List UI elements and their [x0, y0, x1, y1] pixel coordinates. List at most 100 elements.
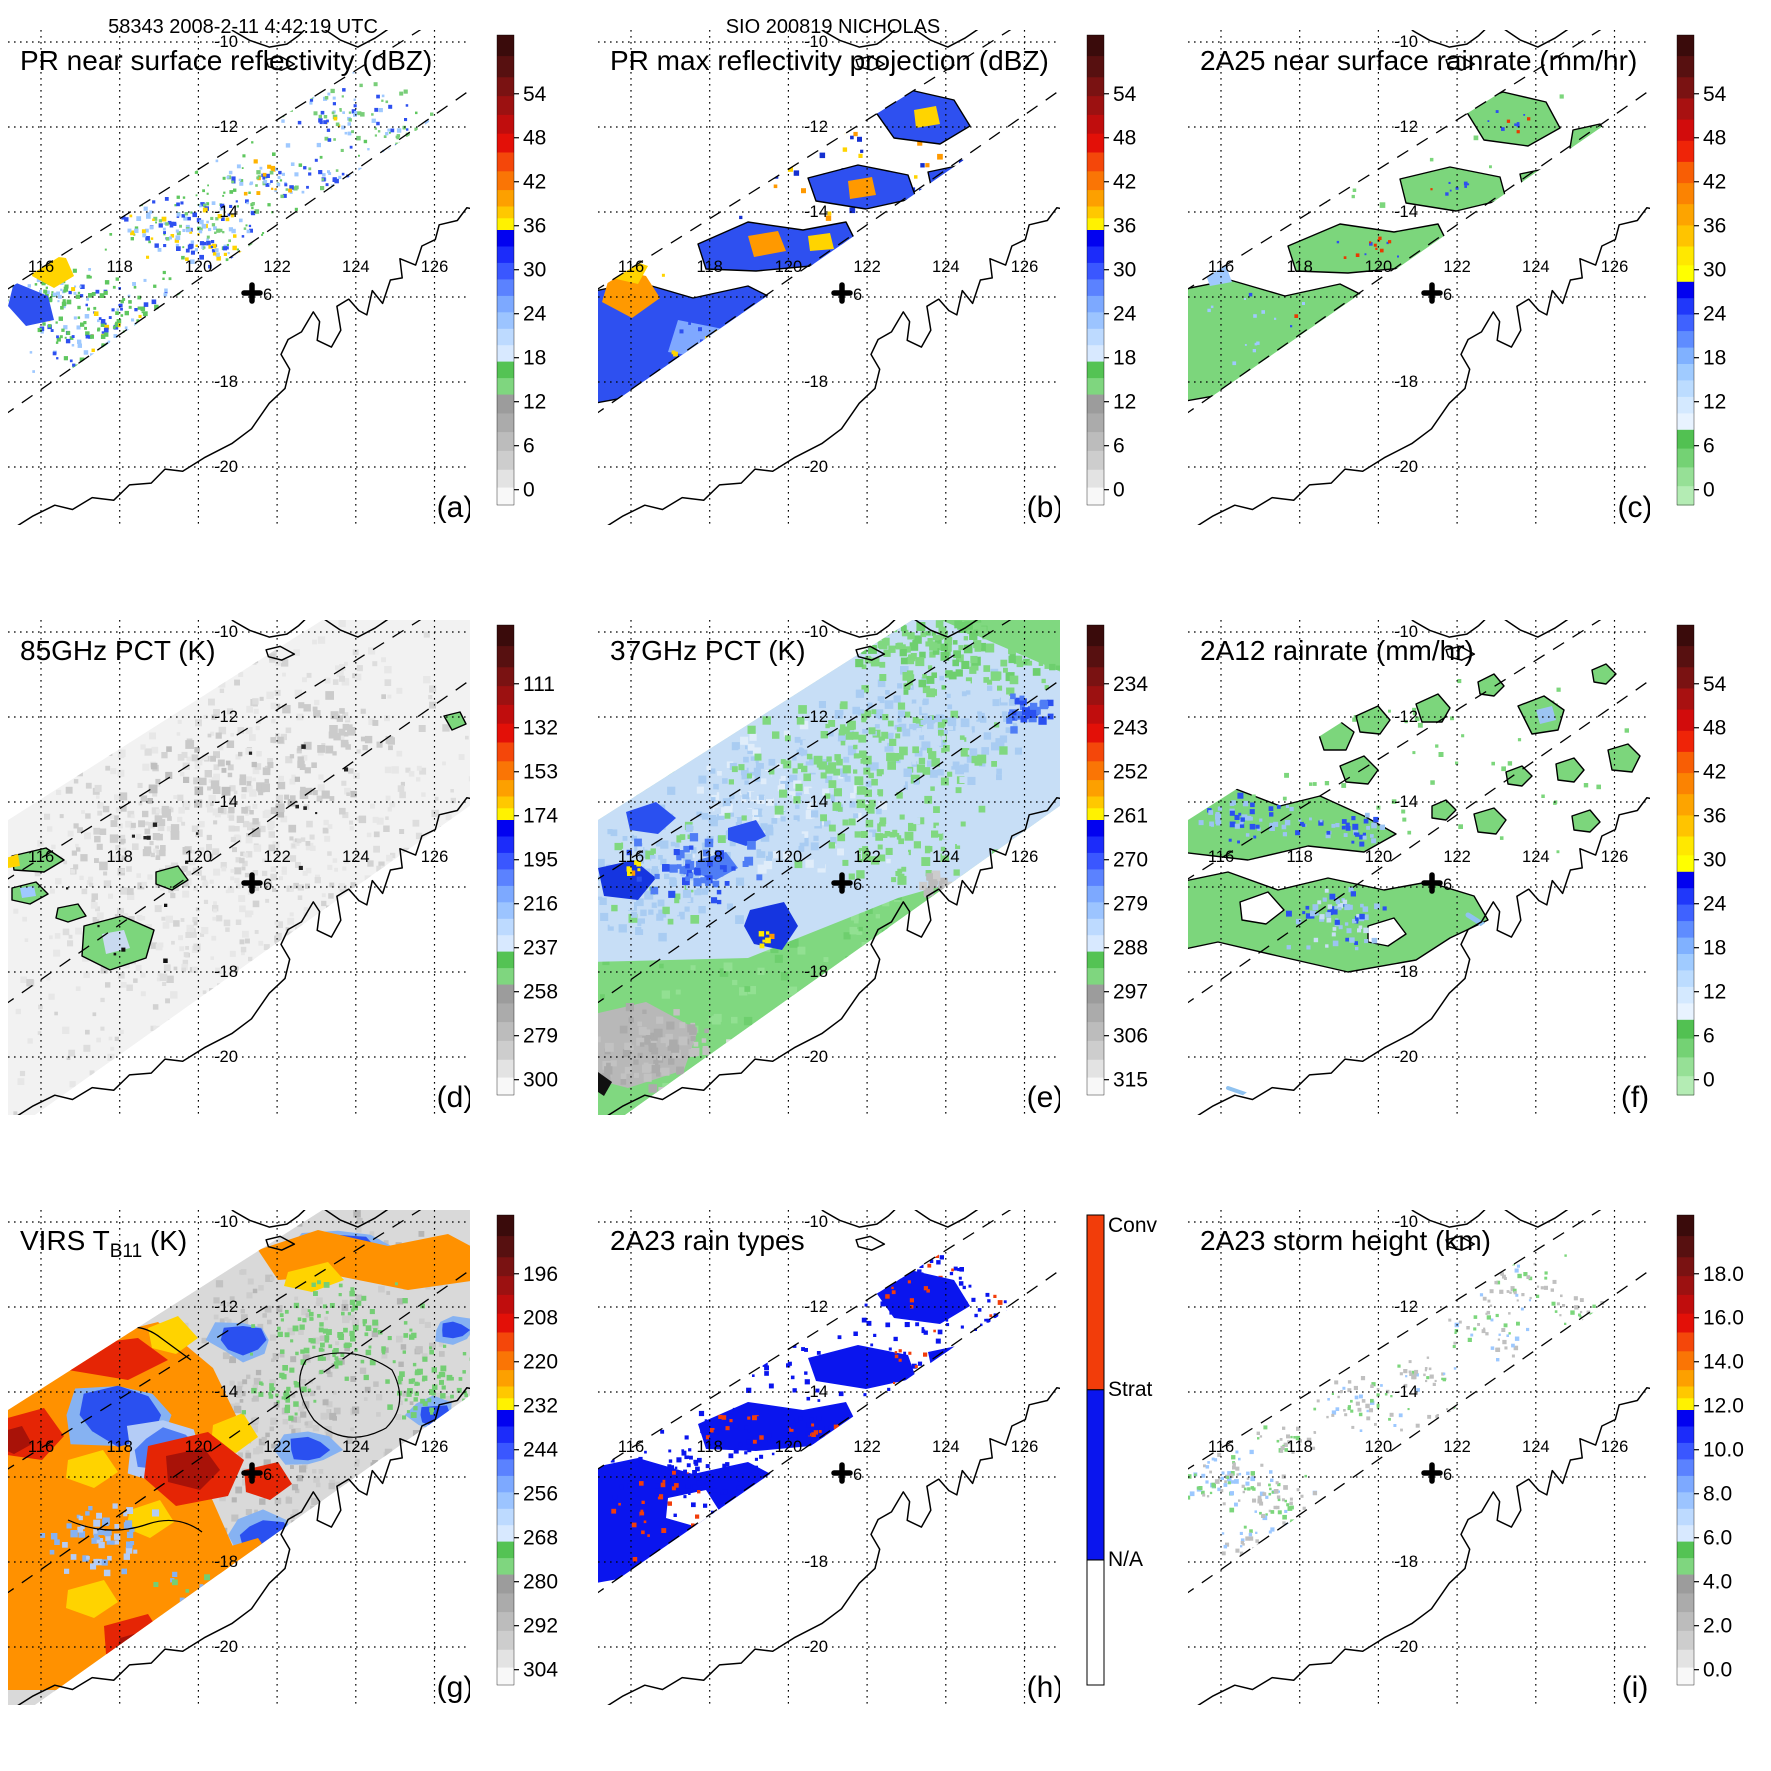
graticule-grid	[1188, 620, 1650, 1115]
colorbar-tick-label: 24	[1113, 303, 1137, 326]
coastline	[1197, 620, 1650, 1115]
coastline	[607, 1210, 1060, 1705]
latitude-label: -20	[214, 1638, 238, 1656]
storm-center-label: 6	[1443, 286, 1452, 304]
colorbar-tick-label: 36	[1113, 215, 1136, 238]
colorbar-tick-label: 36	[1703, 805, 1726, 828]
data-swath	[598, 620, 1060, 1115]
longitude-label: 116	[618, 258, 644, 276]
colorbar-tick-label: 18.0	[1703, 1263, 1744, 1286]
latitude-label: -12	[1394, 118, 1418, 136]
latitude-label: -12	[214, 1298, 238, 1316]
latitude-label: -20	[1394, 1638, 1418, 1656]
longitude-label: 120	[775, 848, 803, 866]
colorbar-tick-label: 232	[523, 1395, 558, 1418]
latitude-label: -12	[1394, 708, 1418, 726]
panel-a: 116 118 120 122 124 126 -10 -12 -14 -18 -20 6 PR nea…	[0, 0, 590, 591]
colorbar-tick-label: 24	[523, 303, 547, 326]
longitude-label: 122	[1443, 1438, 1471, 1456]
colorbar-tick-label: 297	[1113, 981, 1148, 1004]
storm-center-label: 6	[263, 876, 272, 894]
latitude-label: -14	[1394, 793, 1418, 811]
longitude-label: 126	[421, 848, 449, 866]
longitude-label: 122	[1443, 848, 1471, 866]
colorbar-tick-label: 258	[523, 981, 558, 1004]
colorbar-tick-label: 12	[523, 391, 546, 414]
colorbar-tick-label: 16.0	[1703, 1307, 1744, 1330]
graticule-grid	[1188, 30, 1650, 525]
coastline-island	[265, 1235, 296, 1251]
data-swath	[598, 63, 1020, 405]
coastline-mainland	[1197, 207, 1650, 525]
colorbar-tick-label: 42	[523, 171, 546, 194]
colorbar-tick-label: 0	[1113, 479, 1125, 502]
swath-edge-dashed-line	[8, 679, 470, 1004]
coastline-island	[855, 1235, 886, 1251]
colorbar-tick-label: 220	[523, 1351, 558, 1374]
colorbar-tick-label: 244	[523, 1439, 558, 1462]
storm-center-cross	[241, 1462, 263, 1484]
colorbar-tick-label: 0.0	[1703, 1659, 1732, 1682]
panel-title: 2A12 rainrate (mm/hr)	[1200, 635, 1474, 666]
latitude-label: -20	[1394, 1048, 1418, 1066]
latitude-label: -12	[804, 118, 828, 136]
colorbar-tick-label: 261	[1113, 805, 1148, 828]
latitude-label: -14	[804, 203, 828, 221]
latitude-label: -12	[214, 118, 238, 136]
coastline	[17, 30, 470, 525]
longitude-label: 126	[1011, 1438, 1039, 1456]
swath-edge-dashed-line	[598, 679, 1060, 1004]
longitude-label: 122	[263, 848, 291, 866]
latitude-label: -20	[804, 458, 828, 476]
panel-c: 116 118 120 122 124 126 -10 -12 -14 -18 -20 6 2A25 n…	[1180, 0, 1770, 591]
colorbar-tick-label: 48	[1113, 127, 1136, 150]
colorbar-tick-label: 48	[523, 127, 546, 150]
colorbar-category-label: N/A	[1108, 1548, 1143, 1571]
swath-edge-dashed-line	[598, 620, 1012, 880]
colorbar-tick-label: 6	[1113, 435, 1125, 458]
panel-g-figure: 210 116 118 120 122 124 126 -10 -12 -14 -18 -20 6 VIR…	[8, 1210, 558, 1705]
colorbar-category-label: Conv	[1108, 1214, 1158, 1237]
swath-edge-dashed-line	[8, 30, 422, 290]
swath-edge-dashed-line	[598, 89, 1060, 414]
coastline-mainland	[17, 207, 470, 525]
coastline-mainland	[607, 1387, 1060, 1705]
swath-edge-dashed-line	[1188, 620, 1602, 880]
colorbar-tick-label: 288	[1113, 937, 1148, 960]
latitude-label: -18	[214, 373, 238, 391]
coastline-island	[1504, 1210, 1569, 1228]
coastline-island	[1411, 1210, 1486, 1228]
longitude-label: 118	[1287, 848, 1313, 866]
longitude-label: 122	[263, 1438, 291, 1456]
colorbar: 18.0 16.0 14.0 12.0 10.0 8.0 6.0 4.0 2.0 0.0	[1676, 1214, 1744, 1686]
panel-letter: (i)	[1622, 1671, 1649, 1704]
colorbar: 54 48 42 36 30 24 18 12 6 0	[1086, 34, 1137, 506]
colorbar-tick-label: 237	[523, 937, 558, 960]
storm-center-cross	[1421, 282, 1443, 304]
colorbar-tick-label: 54	[1113, 83, 1137, 106]
latitude-label: -18	[804, 963, 828, 981]
colorbar-tick-label: 195	[523, 849, 558, 872]
latitude-label: -10	[1394, 33, 1418, 51]
storm-center-cross	[241, 872, 263, 894]
latitude-label: -12	[214, 708, 238, 726]
map-area: 116 118 120 122 124 126 -10 -12 -14 -18 -20 6 2A12 r…	[1188, 620, 1650, 1115]
coastline-island	[821, 1210, 896, 1228]
coastline	[607, 30, 1060, 525]
latitude-label: -10	[804, 1213, 828, 1231]
colorbar-tick-label: 54	[523, 83, 547, 106]
graticule-grid	[8, 620, 470, 1115]
storm-center-cross	[831, 282, 853, 304]
storm-center-label: 6	[263, 286, 272, 304]
graticule-grid	[598, 620, 1060, 1115]
colorbar-tick-label: 279	[523, 1025, 558, 1048]
panel-letter: (c)	[1618, 491, 1653, 524]
longitude-label: 122	[263, 258, 291, 276]
panel-title: PR near surface reflectivity (dBZ)	[20, 45, 432, 76]
longitude-label: 118	[107, 848, 133, 866]
longitude-label: 124	[932, 1438, 960, 1456]
latitude-label: -18	[214, 1553, 238, 1571]
latitude-label: -18	[804, 373, 828, 391]
latitude-label: -12	[804, 708, 828, 726]
